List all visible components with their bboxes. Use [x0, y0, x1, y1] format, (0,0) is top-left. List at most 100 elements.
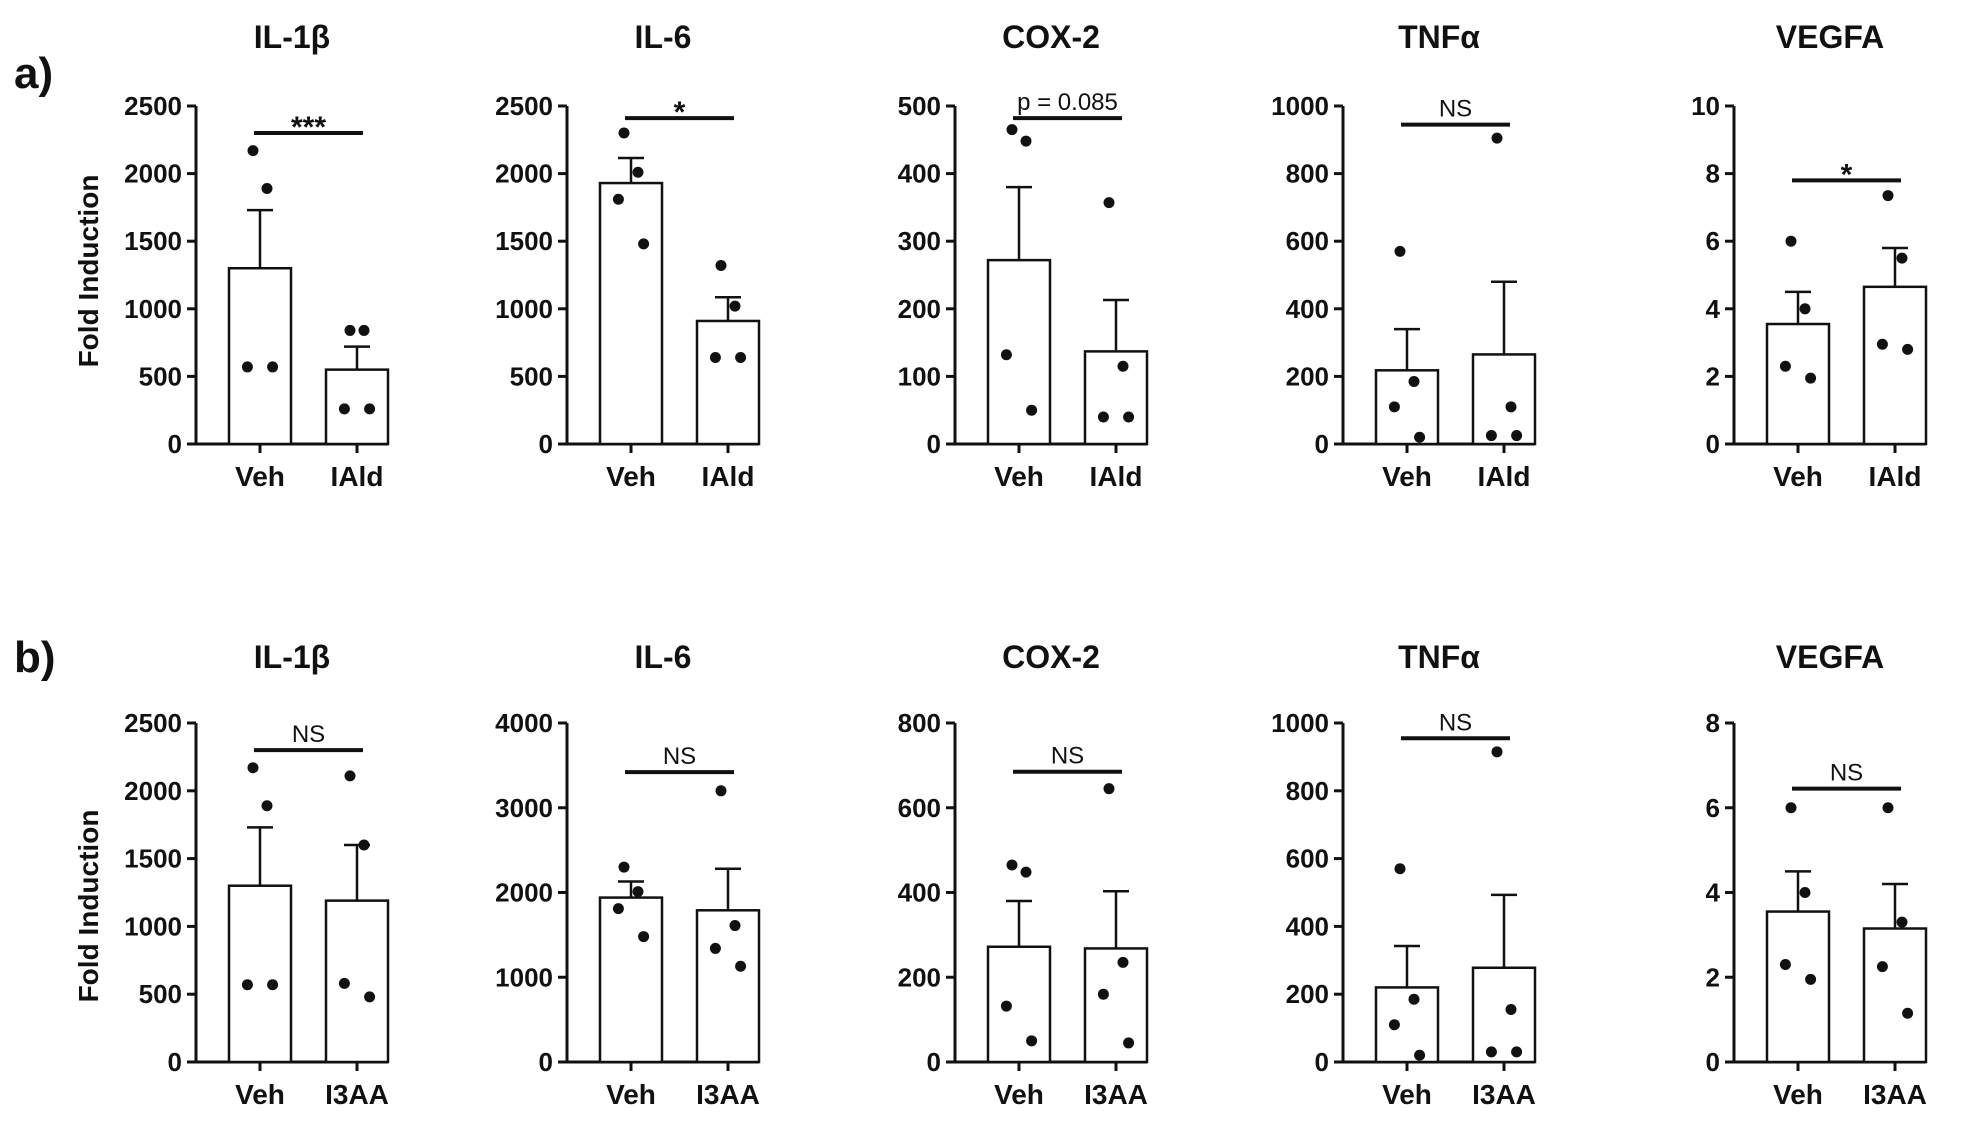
- panel-b-letter: b): [14, 633, 56, 682]
- y-tick-label: 0: [539, 429, 553, 459]
- data-point: [1902, 343, 1914, 355]
- data-point: [1485, 1046, 1497, 1058]
- bar: [986, 945, 1052, 1064]
- data-point: [1785, 802, 1797, 814]
- bar: [1374, 369, 1440, 446]
- data-point: [1020, 866, 1032, 878]
- chart-title: IL-1β: [254, 19, 330, 55]
- data-point: [1882, 802, 1894, 814]
- bar: [1471, 353, 1537, 446]
- category-label: I3AA: [1084, 1079, 1148, 1110]
- chart-1: 0 500 1000 1500 2000 2500 IL-1β Veh IAld ***: [124, 19, 390, 492]
- bar: [324, 368, 390, 446]
- category-label: Veh: [1773, 461, 1823, 492]
- data-point: [638, 931, 650, 943]
- data-point: [358, 839, 370, 851]
- data-point: [1882, 190, 1894, 202]
- bar: [1083, 350, 1149, 446]
- data-point: [1020, 135, 1032, 147]
- chart-title: COX-2: [1002, 639, 1100, 675]
- data-point: [1097, 988, 1109, 1000]
- y-tick-label: 800: [898, 708, 941, 738]
- data-point: [729, 920, 741, 932]
- data-point: [632, 166, 644, 178]
- data-point: [1876, 961, 1888, 973]
- chart-3: 0 100 200 300 400 500 COX-2 Veh IAld p = 0.085: [898, 19, 1149, 492]
- data-point: [1779, 959, 1791, 971]
- bar: [695, 909, 761, 1064]
- y-tick-label: 1500: [124, 844, 182, 874]
- data-point: [247, 145, 259, 157]
- data-point: [638, 238, 650, 250]
- y-tick-label: 8: [1706, 159, 1720, 189]
- chart-title: IL-6: [635, 19, 692, 55]
- data-point: [1117, 956, 1129, 968]
- data-point: [1394, 863, 1406, 875]
- data-point: [1896, 916, 1908, 928]
- data-point: [1026, 404, 1038, 416]
- data-point: [729, 300, 741, 312]
- data-point: [1388, 1019, 1400, 1031]
- chart-title: IL-6: [635, 639, 692, 675]
- y-tick-label: 600: [898, 793, 941, 823]
- category-label: Veh: [994, 461, 1044, 492]
- data-point: [1103, 197, 1115, 209]
- data-point: [338, 977, 350, 989]
- significance-label: NS: [1830, 760, 1863, 787]
- category-label: Veh: [1382, 461, 1432, 492]
- data-point: [267, 979, 279, 991]
- panel-a-y-axis-label: Fold Induction: [73, 175, 104, 368]
- data-point: [1117, 360, 1129, 372]
- data-point: [1388, 401, 1400, 413]
- y-tick-label: 600: [1286, 844, 1329, 874]
- y-tick-label: 1000: [495, 294, 553, 324]
- bar: [227, 884, 293, 1064]
- data-point: [1414, 431, 1426, 443]
- data-point: [1097, 411, 1109, 423]
- category-label: IAld: [702, 461, 755, 492]
- significance-label: p = 0.085: [1017, 89, 1118, 116]
- data-point: [1006, 124, 1018, 136]
- category-label: Veh: [994, 1079, 1044, 1110]
- y-tick-label: 400: [1286, 911, 1329, 941]
- chart-title: TNFα: [1398, 639, 1480, 675]
- data-point: [612, 903, 624, 915]
- y-tick-label: 4: [1706, 878, 1721, 908]
- y-tick-label: 6: [1706, 793, 1720, 823]
- y-tick-label: 2: [1706, 361, 1720, 391]
- y-tick-label: 500: [898, 91, 941, 121]
- y-tick-label: 0: [1315, 1047, 1329, 1077]
- y-tick-label: 1000: [495, 962, 553, 992]
- bar: [1765, 910, 1831, 1064]
- data-point: [1491, 132, 1503, 144]
- y-tick-label: 200: [898, 294, 941, 324]
- chart-7: 0 1000 2000 3000 4000 IL-6 Veh I3AA NS: [495, 639, 761, 1110]
- chart-title: TNFα: [1398, 19, 1480, 55]
- data-point: [715, 260, 727, 272]
- data-point: [1896, 252, 1908, 264]
- data-point: [1123, 411, 1135, 423]
- data-point: [632, 886, 644, 898]
- chart-title: COX-2: [1002, 19, 1100, 55]
- bar: [598, 181, 664, 446]
- chart-8: 0 200 400 600 800 COX-2 Veh I3AA NS: [898, 639, 1149, 1110]
- data-point: [1505, 1003, 1517, 1015]
- y-tick-label: 200: [898, 962, 941, 992]
- bar: [1374, 986, 1440, 1064]
- y-tick-label: 6: [1706, 226, 1720, 256]
- y-tick-label: 1000: [124, 911, 182, 941]
- y-tick-label: 200: [1286, 361, 1329, 391]
- significance-label: ***: [291, 111, 326, 144]
- y-tick-label: 10: [1691, 91, 1720, 121]
- y-tick-label: 800: [1286, 159, 1329, 189]
- y-tick-label: 800: [1286, 776, 1329, 806]
- data-point: [364, 991, 376, 1003]
- panel-b-y-axis-label: Fold Induction: [73, 810, 104, 1003]
- y-tick-label: 4000: [495, 708, 553, 738]
- y-tick-label: 0: [927, 429, 941, 459]
- significance-label: NS: [1439, 709, 1472, 736]
- data-point: [1876, 338, 1888, 350]
- data-point: [1408, 375, 1420, 387]
- y-tick-label: 2500: [124, 708, 182, 738]
